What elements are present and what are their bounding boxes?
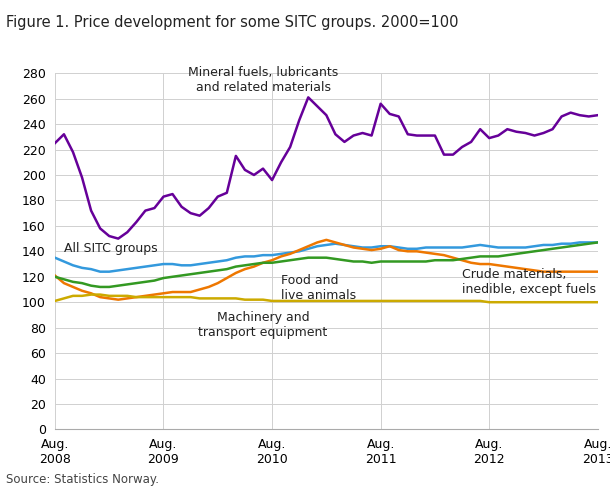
Text: Figure 1. Price development for some SITC groups. 2000=100: Figure 1. Price development for some SIT…	[6, 15, 459, 30]
Text: Mineral fuels, lubricants
and related materials: Mineral fuels, lubricants and related ma…	[188, 65, 338, 94]
Text: Crude materials,
inedible, except fuels: Crude materials, inedible, except fuels	[462, 268, 596, 296]
Text: Source: Statistics Norway.: Source: Statistics Norway.	[6, 472, 159, 486]
Text: Food and
live animals: Food and live animals	[281, 274, 356, 302]
Text: All SITC groups: All SITC groups	[64, 242, 157, 255]
Text: Machinery and
transport equipment: Machinery and transport equipment	[198, 311, 328, 339]
